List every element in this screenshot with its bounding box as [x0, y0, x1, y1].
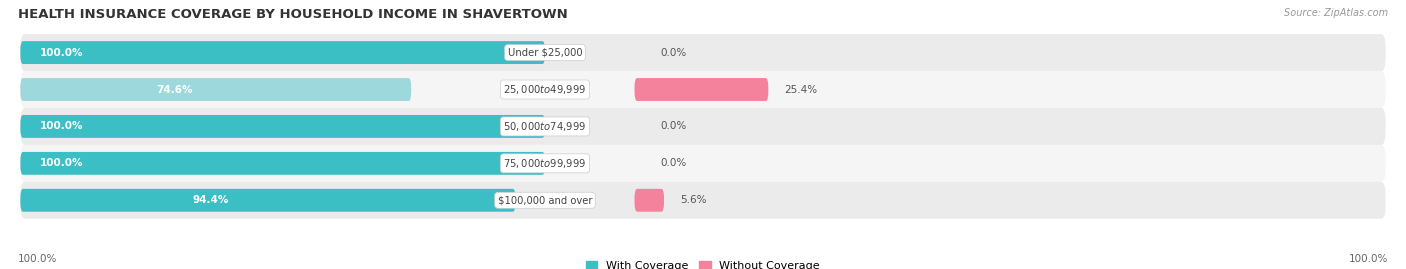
Text: 100.0%: 100.0% — [39, 48, 83, 58]
Text: Under $25,000: Under $25,000 — [508, 48, 582, 58]
FancyBboxPatch shape — [20, 189, 516, 212]
FancyBboxPatch shape — [20, 41, 546, 64]
Text: 94.4%: 94.4% — [193, 195, 229, 205]
FancyBboxPatch shape — [20, 34, 1386, 71]
Text: $25,000 to $49,999: $25,000 to $49,999 — [503, 83, 586, 96]
Text: 100.0%: 100.0% — [1348, 254, 1388, 264]
FancyBboxPatch shape — [20, 108, 1386, 145]
Text: HEALTH INSURANCE COVERAGE BY HOUSEHOLD INCOME IN SHAVERTOWN: HEALTH INSURANCE COVERAGE BY HOUSEHOLD I… — [18, 8, 568, 21]
Text: 0.0%: 0.0% — [661, 121, 688, 132]
Text: 0.0%: 0.0% — [661, 48, 688, 58]
Text: $100,000 and over: $100,000 and over — [498, 195, 592, 205]
FancyBboxPatch shape — [20, 182, 1386, 219]
FancyBboxPatch shape — [20, 152, 546, 175]
Text: 25.4%: 25.4% — [785, 84, 817, 94]
Text: $50,000 to $74,999: $50,000 to $74,999 — [503, 120, 586, 133]
Text: 5.6%: 5.6% — [681, 195, 706, 205]
FancyBboxPatch shape — [20, 115, 546, 138]
Text: 100.0%: 100.0% — [18, 254, 58, 264]
Text: Source: ZipAtlas.com: Source: ZipAtlas.com — [1284, 8, 1388, 18]
Text: $75,000 to $99,999: $75,000 to $99,999 — [503, 157, 586, 170]
FancyBboxPatch shape — [634, 78, 768, 101]
Text: 100.0%: 100.0% — [39, 121, 83, 132]
FancyBboxPatch shape — [634, 189, 664, 212]
FancyBboxPatch shape — [20, 71, 1386, 108]
FancyBboxPatch shape — [20, 145, 1386, 182]
Text: 100.0%: 100.0% — [39, 158, 83, 168]
FancyBboxPatch shape — [20, 78, 411, 101]
Text: 0.0%: 0.0% — [661, 158, 688, 168]
Text: 74.6%: 74.6% — [156, 84, 193, 94]
Legend: With Coverage, Without Coverage: With Coverage, Without Coverage — [582, 256, 824, 269]
